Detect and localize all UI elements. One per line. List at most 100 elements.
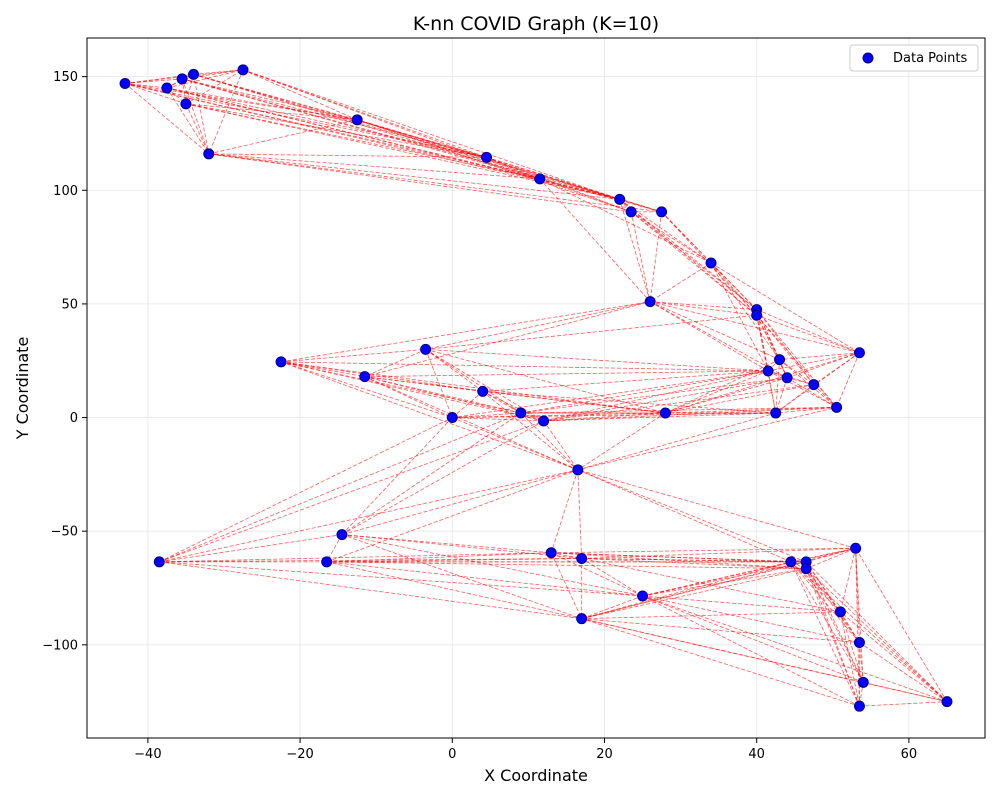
knn-edge [840,611,864,683]
data-point [857,676,869,688]
knn-edge [581,547,856,559]
knn-edge [208,69,244,155]
data-point [538,415,550,427]
knn-edge [790,561,860,707]
knn-edges [124,69,948,707]
knn-edge [425,301,651,350]
knn-edge [756,314,860,354]
knn-edge [581,595,643,620]
knn-edge [543,420,579,471]
knn-edge [242,69,358,121]
legend-marker [862,52,874,64]
knn-edge [193,73,540,180]
knn-edge [326,561,643,597]
knn-edge [649,211,662,302]
data-point [336,529,348,541]
knn-edge [452,412,521,418]
knn-edge [326,469,578,563]
knn-edge [159,417,453,563]
data-point [770,407,782,419]
knn-edge [341,417,453,535]
data-point [572,464,584,476]
x-tick-label: 0 [448,747,456,762]
knn-edge [326,552,552,563]
knn-edge [710,262,757,310]
grid-lines [87,38,985,738]
knn-edge [840,611,860,643]
knn-edge [543,370,769,422]
data-point [237,64,249,76]
knn-edge [193,74,210,154]
knn-edge [550,552,583,619]
knn-edge [341,534,582,559]
data-point [420,343,432,355]
data-point [853,637,865,649]
knn-edge [182,78,358,121]
x-axis-label: X Coordinate [484,766,588,785]
axis-ticks: −40 −20 0 20 40 60 150 100 50 0 −50 −100 [42,70,917,762]
data-point [751,309,763,321]
knn-edge [364,348,426,378]
knn-edge [768,352,860,372]
knn-edge [520,412,579,471]
knn-edge [543,377,788,422]
knn-edge [452,412,776,418]
knn-edge [425,349,522,414]
knn-edge [775,377,788,414]
knn-edge [551,552,643,597]
knn-edge [577,469,807,563]
knn-edge [779,352,860,360]
knn-edge [642,568,807,597]
knn-edge [208,153,662,213]
knn-edge [452,391,483,418]
data-point [203,148,215,160]
knn-edge [836,352,860,408]
knn-edge [767,370,837,408]
knn-edge [805,568,860,643]
knn-edge [159,552,552,563]
knn-edge [543,412,666,422]
data-point [614,193,626,205]
knn-edge [642,595,864,683]
knn-edge [642,547,856,597]
knn-edge [577,469,583,559]
y-tick-label: 150 [53,70,78,85]
y-tick-label: 100 [53,184,78,199]
knn-edge [642,595,860,707]
knn-edge [341,534,552,554]
knn-edge [159,561,582,620]
knn-edge [193,73,487,158]
knn-edge [551,552,807,570]
knn-edge [550,469,579,553]
knn-edge [185,69,244,105]
chart-title: K-nn COVID Graph (K=10) [413,13,659,35]
knn-edge [665,352,860,414]
knn-edge [326,558,582,563]
knn-edge [805,568,841,613]
knn-edge [756,315,788,378]
knn-edge [341,469,578,535]
data-point [808,379,820,391]
knn-edge [805,561,948,702]
knn-edge [649,301,769,372]
data-point [351,114,363,126]
knn-edge [208,119,358,155]
data-point [850,542,862,554]
knn-edge [520,406,837,414]
legend: Data Points [849,44,979,72]
knn-edge [124,83,210,155]
knn-edge [756,309,860,354]
data-point [545,547,557,559]
knn-edge [166,87,358,121]
knn-edge [185,103,540,180]
knn-edge [805,568,860,707]
data-point [180,98,192,110]
x-tick-label: 60 [901,747,918,762]
knn-edge [630,211,712,264]
knn-edge [159,469,578,563]
knn-edge [786,377,837,408]
data-point [625,206,637,218]
knn-edge [642,561,807,597]
knn-edge [326,561,582,620]
knn-edge [425,348,666,414]
